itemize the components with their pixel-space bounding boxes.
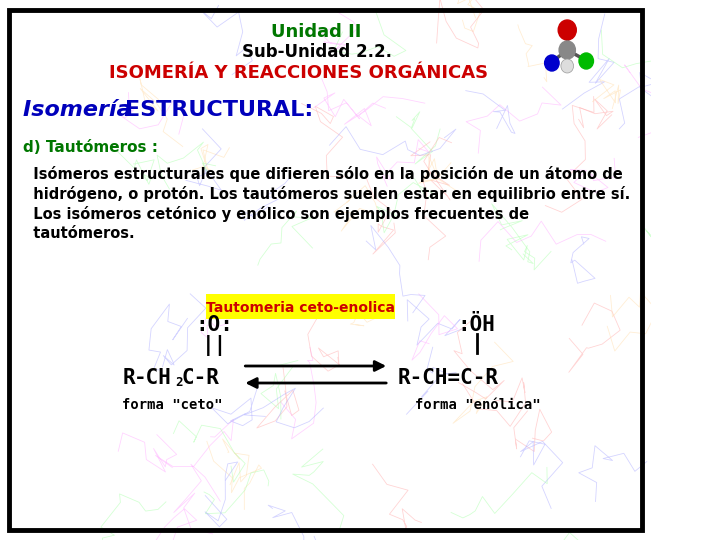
FancyBboxPatch shape — [206, 294, 395, 319]
FancyBboxPatch shape — [10, 11, 642, 529]
Text: ESTRUCTURAL:: ESTRUCTURAL: — [125, 100, 313, 120]
Text: C-R: C-R — [182, 368, 220, 388]
Text: Los isómeros cetónico y enólico son ejemplos frecuentes de: Los isómeros cetónico y enólico son ejem… — [22, 206, 528, 222]
Text: :O:: :O: — [195, 315, 233, 335]
Text: Isómeros estructurales que difieren sólo en la posición de un átomo de: Isómeros estructurales que difieren sólo… — [22, 166, 622, 182]
Text: Sub-Unidad 2.2.: Sub-Unidad 2.2. — [242, 43, 392, 61]
Text: -CH: -CH — [134, 368, 172, 388]
Text: ||: || — [202, 334, 227, 355]
Text: R-CH=C-R: R-CH=C-R — [398, 368, 499, 388]
Text: R: R — [122, 368, 135, 388]
Text: Tautomeria ceto-enolica: Tautomeria ceto-enolica — [207, 300, 395, 314]
Text: tautómeros.: tautómeros. — [22, 226, 134, 241]
Text: forma "ceto": forma "ceto" — [122, 398, 222, 412]
Text: forma "enólica": forma "enólica" — [415, 398, 541, 412]
Text: :ÖH: :ÖH — [458, 315, 495, 335]
Text: ISOMERÍA Y REACCIONES ORGÁNICAS: ISOMERÍA Y REACCIONES ORGÁNICAS — [109, 64, 488, 82]
Circle shape — [561, 59, 574, 73]
Text: d) Tautómeros :: d) Tautómeros : — [22, 140, 158, 156]
Circle shape — [579, 53, 593, 69]
Circle shape — [558, 20, 576, 40]
Text: hidrógeno, o protón. Los tautómeros suelen estar en equilibrio entre sí.: hidrógeno, o protón. Los tautómeros suel… — [22, 186, 630, 202]
Text: Unidad II: Unidad II — [271, 23, 362, 41]
Text: Isomería: Isomería — [22, 100, 139, 120]
Circle shape — [559, 41, 575, 59]
Circle shape — [544, 55, 559, 71]
Text: 2: 2 — [176, 376, 183, 389]
